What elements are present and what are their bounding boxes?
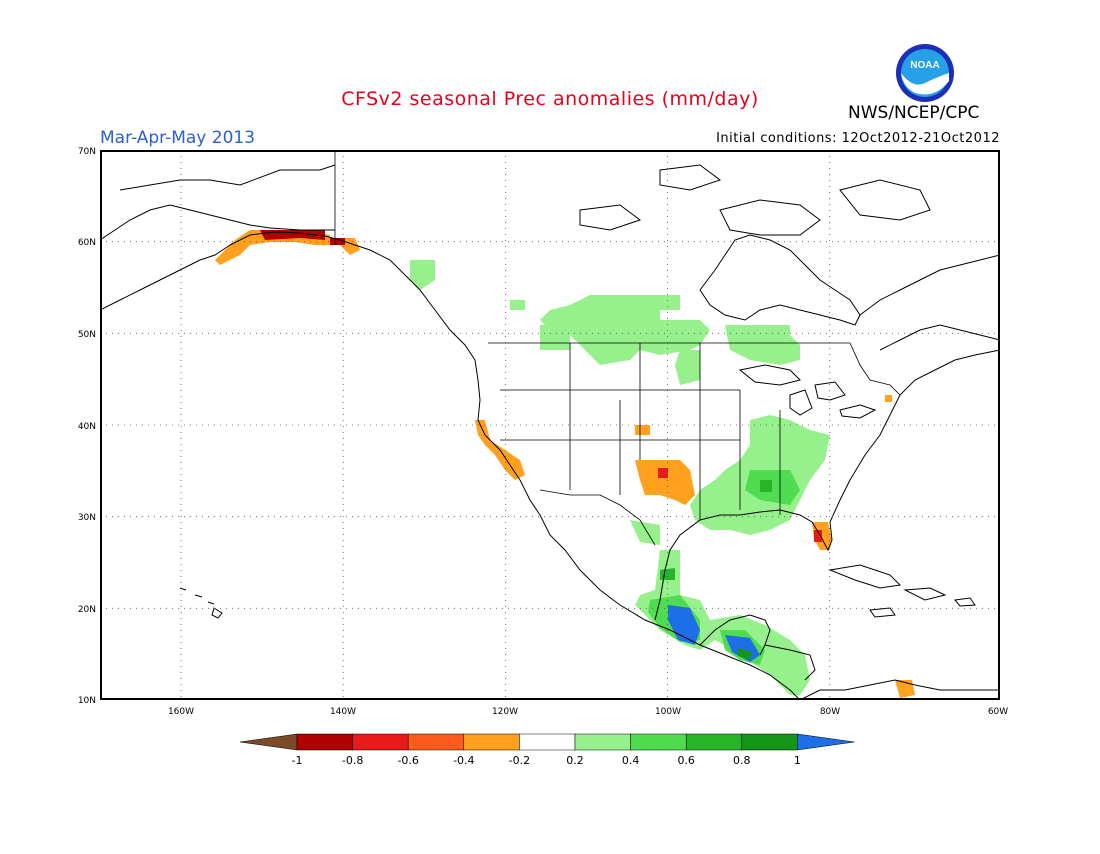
colorbar-tick-label: 0.2: [566, 754, 584, 767]
lat-label-20n: 20N: [78, 605, 96, 615]
map-svg: [100, 150, 1000, 700]
colorbar-tick-label: 0.8: [733, 754, 751, 767]
colorbar-box: [574, 733, 631, 751]
colorbar-tick-label: -0.4: [453, 754, 474, 767]
coastlines: [100, 164, 1000, 700]
noaa-logo-icon: NOAA: [896, 44, 954, 102]
chart-title: CFSv2 seasonal Prec anomalies (mm/day): [341, 88, 759, 110]
colorbar-tick-label: -0.8: [342, 754, 363, 767]
colorbar-tick-label: -0.2: [509, 754, 530, 767]
colorbar-left-arrow: [239, 733, 298, 751]
initial-conditions: Initial conditions: 12Oct2012-21Oct2012: [716, 131, 1000, 146]
noaa-logo: NOAA: [895, 43, 955, 103]
colorbar: -1 -0.8 -0.6 -0.4 -0.2 0.2 0.4 0.6 0.8 1: [239, 732, 865, 776]
colorbar-box: [463, 733, 520, 751]
precip-anomaly-map: [100, 150, 1000, 704]
colorbar-right-arrow: [797, 733, 855, 751]
anomaly-shading: [215, 230, 915, 698]
colorbar-tick-label: 1: [794, 754, 801, 767]
colorbar-boxes: [239, 733, 855, 751]
lon-label-80w: 80W: [820, 707, 840, 717]
colorbar-tick-label: -0.6: [397, 754, 418, 767]
colorbar-box: [630, 733, 687, 751]
lat-label-50n: 50N: [78, 330, 96, 340]
colorbar-svg: -1 -0.8 -0.6 -0.4 -0.2 0.2 0.4 0.6 0.8 1: [239, 733, 855, 767]
colorbar-box: [741, 733, 798, 751]
colorbar-labels: -1 -0.8 -0.6 -0.4 -0.2 0.2 0.4 0.6 0.8 1: [292, 754, 801, 767]
lat-label-60n: 60N: [78, 238, 96, 248]
lon-label-60w: 60W: [988, 707, 1008, 717]
colorbar-tick-label: 0.4: [622, 754, 640, 767]
graticule: [100, 150, 1000, 700]
lat-label-70n: 70N: [78, 147, 96, 157]
agency-label: NWS/NCEP/CPC: [848, 103, 980, 123]
lon-label-160w: 160W: [168, 707, 194, 717]
colorbar-tick-label: 0.6: [677, 754, 695, 767]
lon-label-100w: 100W: [655, 707, 681, 717]
lat-label-10n: 10N: [78, 696, 96, 706]
political-boundaries: [334, 150, 901, 546]
colorbar-box: [685, 733, 743, 751]
lat-label-30n: 30N: [78, 513, 96, 523]
forecast-period: Mar-Apr-May 2013: [100, 128, 256, 148]
colorbar-box: [407, 733, 465, 751]
colorbar-box: [296, 733, 353, 751]
colorbar-tick-label: -1: [292, 754, 303, 767]
colorbar-box: [519, 733, 576, 751]
lat-label-40n: 40N: [78, 422, 96, 432]
svg-text:NOAA: NOAA: [910, 60, 939, 71]
lon-label-140w: 140W: [330, 707, 356, 717]
map-frame: [100, 150, 1000, 700]
colorbar-box: [352, 733, 409, 751]
lon-label-120w: 120W: [492, 707, 518, 717]
